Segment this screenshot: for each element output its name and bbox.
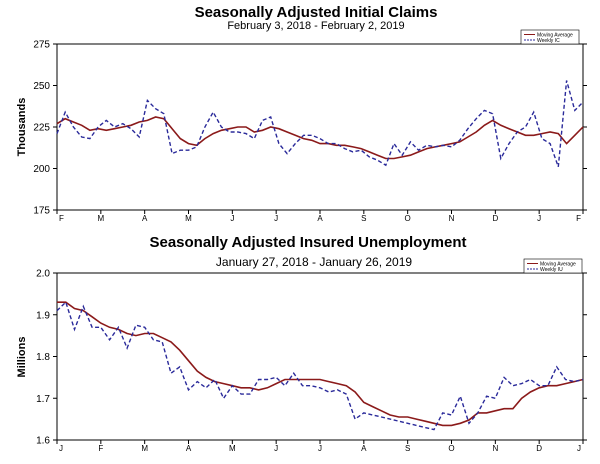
chart2-plot: 2.0 1.9 1.8 1.7 1.6 J F M A M J J A S O N D J Moving Avera… [36,258,587,453]
chart1-ytick-label: 250 [33,81,50,92]
chart2-frame [56,272,584,441]
chart2-xtick-label: D [536,444,542,453]
chart2-xtick-label: J [274,444,278,453]
chart2-ytick-label: 2.0 [36,269,50,280]
chart2-xtick-label: F [98,444,103,453]
chart1-legend-label: Moving Average [537,32,573,38]
chart2-legend-label: Moving Average [540,261,576,267]
chart1-title: Seasonally Adjusted Initial Claims [195,4,438,21]
chart1-xtick-label: O [405,214,411,223]
chart2-ytick-label: 1.6 [36,436,50,447]
chart1-xtick-label: N [449,214,455,223]
chart2-xtick-label: J [59,444,63,453]
chart2-ytick-label: 1.8 [36,352,50,363]
chart2-xtick-label: S [405,444,410,453]
chart2-xtick-label: J [577,444,581,453]
chart2-ytick-label: 1.9 [36,310,50,321]
chart1-xtick-label: D [492,214,498,223]
chart2-series-moving-average-line [57,301,584,427]
chart1-ytick-label: 275 [33,40,50,51]
chart2-subtitle: January 27, 2018 - January 26, 2019 [216,255,412,269]
chart1-xtick-label: M [97,214,104,223]
chart1-plot: 275 250 225 200 175 F M A M J J A S O N D J F Moving Avera… [33,29,587,223]
chart2-xtick-label: N [492,444,498,453]
chart1-series-moving-average-line [56,116,584,160]
chart1-legend-label: Weekly IC [537,38,560,44]
chart1-ytick-label: 175 [33,206,50,217]
chart1-series-weekly-line [56,80,584,168]
chart1-ytick-label: 225 [33,123,50,134]
chart2-xtick-label: J [318,444,322,453]
chart1-xtick-label: M [185,214,192,223]
chart2-legend [523,258,583,274]
chart2-xtick-label: M [141,444,148,453]
chart2-xtick-label: A [186,444,192,453]
chart2-xtick-label: M [229,444,236,453]
chart1-xtick-label: F [576,214,581,223]
chart2-xtick-label: A [361,444,367,453]
chart1-xtick-label: S [361,214,366,223]
chart1-subtitle: February 3, 2018 - February 2, 2019 [227,20,404,32]
chart2-series-weekly-line [56,300,584,431]
chart1-xtick-label: J [230,214,234,223]
chart1-xtick-label: F [59,214,64,223]
chart1-xtick-label: J [537,214,541,223]
chart1-xtick-label: A [317,214,323,223]
chart1-xtick-label: J [274,214,278,223]
chart1-ylabel: Thousands [16,98,28,157]
chart1-ytick-label: 200 [33,164,50,175]
chart2-title: Seasonally Adjusted Insured Unemployment [149,234,466,251]
chart1-xtick-label: A [142,214,148,223]
chart2-legend-label: Weekly IU [540,267,563,273]
chart2-ylabel: Millions [16,337,28,378]
chart2-xtick-label: O [448,444,454,453]
chart2-ytick-label: 1.7 [36,394,50,405]
chart1-legend [520,29,580,45]
